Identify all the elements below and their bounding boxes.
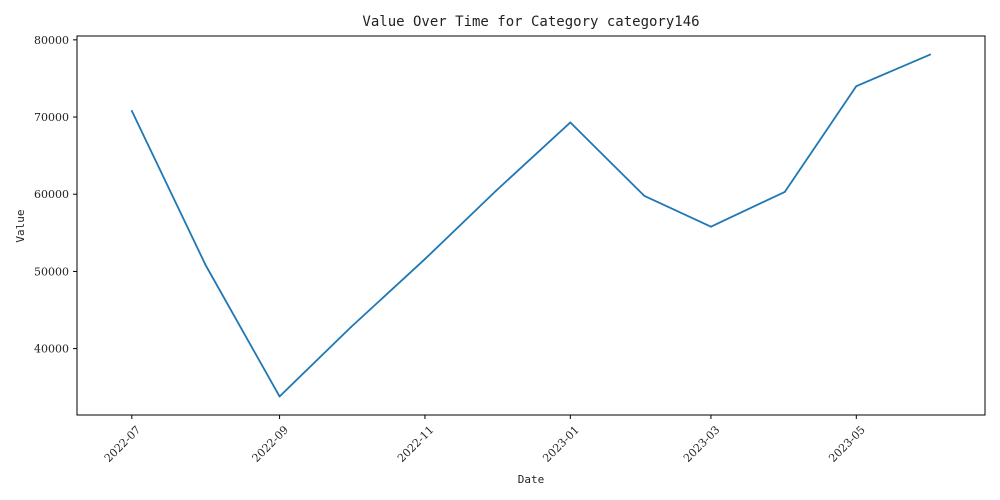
- data-point: [855, 85, 858, 88]
- data-point: [643, 194, 646, 197]
- y-tick-label: 60000: [34, 188, 69, 201]
- x-tick-label: 2022-09: [250, 423, 292, 465]
- x-tick-label: 2023-05: [826, 423, 868, 465]
- data-point: [783, 191, 786, 193]
- x-tick-label: 2023-03: [681, 423, 723, 465]
- data-point: [278, 395, 281, 398]
- data-point: [424, 258, 426, 260]
- x-tick-label: 2022-07: [102, 423, 144, 465]
- data-point: [569, 121, 572, 124]
- y-tick-label: 80000: [34, 34, 69, 47]
- x-tick-label: 2023-01: [540, 423, 582, 465]
- plot-frame: [76, 35, 986, 416]
- series-group: [130, 53, 932, 398]
- x-tick-label: 2022-11: [395, 423, 437, 465]
- data-point: [204, 264, 207, 267]
- y-tick-label: 70000: [34, 111, 69, 124]
- x-axis: 2022-07 2022-09 2022-11 2023-01 2023-03 2023-…: [102, 415, 868, 465]
- data-point: [350, 326, 352, 328]
- y-tick-label: 50000: [34, 265, 69, 278]
- data-point: [495, 189, 498, 192]
- y-axis: 40000 50000 60000 70000 80000: [34, 34, 77, 356]
- series-line: [130, 53, 931, 398]
- x-axis-label: Date: [518, 473, 545, 486]
- y-tick-label: 40000: [34, 343, 69, 356]
- data-point: [710, 225, 712, 228]
- data-point: [929, 53, 932, 56]
- data-point: [130, 109, 133, 112]
- chart-title: Value Over Time for Category category146: [362, 14, 699, 30]
- y-axis-label: Value: [14, 209, 27, 242]
